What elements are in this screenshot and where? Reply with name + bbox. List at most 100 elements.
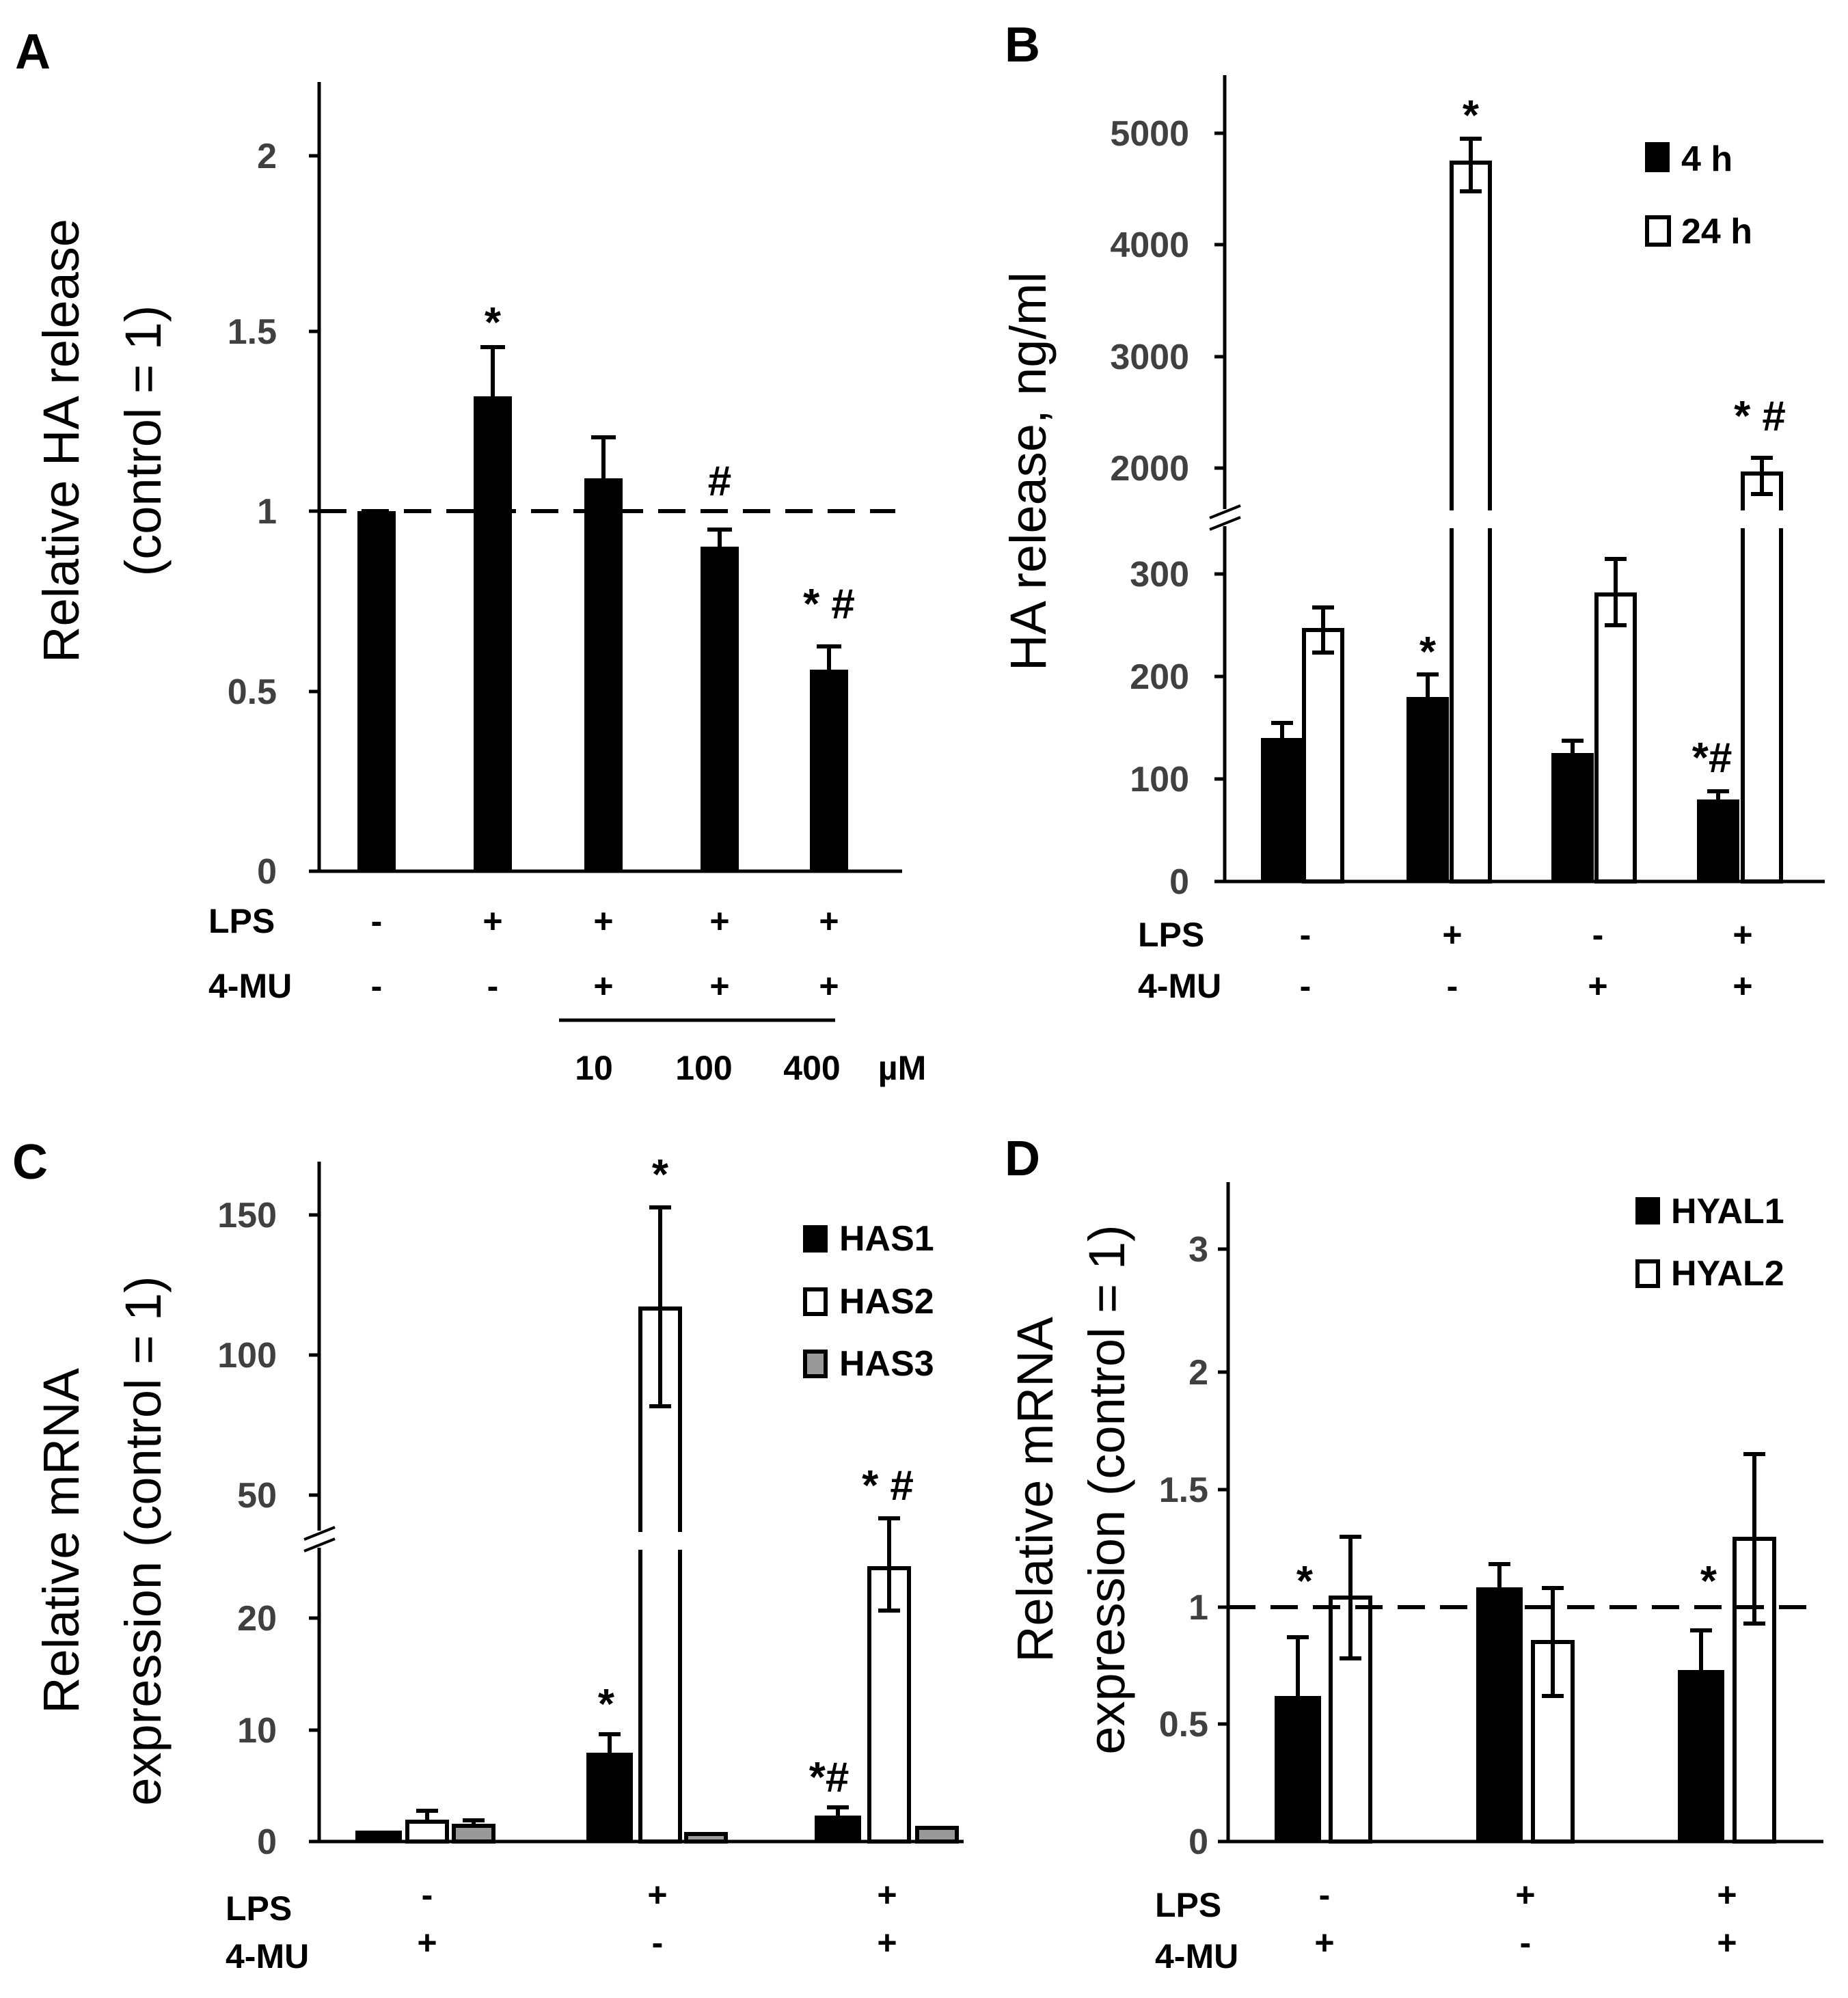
panel-c-row-label-lps: LPS	[226, 1889, 292, 1928]
panel-b-ytick-label: 0	[1169, 862, 1189, 902]
panel-a-ytick-label: 2	[257, 137, 277, 176]
panel-d-sig-hyal1-3: *	[1700, 1558, 1717, 1605]
panel-c-sig-has1-2: *	[598, 1681, 615, 1728]
panel-c-ytick-0: 0	[257, 1822, 319, 1862]
panel-a-ytick-label: 1.5	[228, 312, 277, 352]
panel-c-errorbar-has1-3	[827, 1805, 849, 1816]
panel-b-sig-24h-2: *	[1463, 92, 1480, 139]
panel-d-row-label-lps: LPS	[1155, 1886, 1221, 1924]
panel-c-legend-label-has3: HAS3	[839, 1344, 934, 1384]
panel-d-ytick-4: 2	[1188, 1353, 1228, 1393]
panel-b-ytick-label: 100	[1130, 760, 1189, 799]
panel-d-lps-2: +	[1515, 1876, 1535, 1914]
panel-b-bar-break-2	[1448, 510, 1494, 528]
panel-c-bar-has3-1	[452, 1824, 495, 1844]
panel-a-4mu-4: +	[709, 967, 729, 1005]
panel-c-lps-1: -	[422, 1876, 433, 1914]
panel-a-dose-1: 10	[575, 1049, 613, 1087]
panel-a-ytick-1: 0.5	[228, 672, 319, 712]
panel-b-row-label-lps: LPS	[1138, 916, 1204, 954]
panel-c-errorbar-has1-2	[599, 1732, 621, 1753]
panel-d-ytick-label: 1	[1188, 1588, 1208, 1628]
panel-a-sig-5: * #	[803, 581, 855, 628]
panel-b-lps-3: -	[1592, 916, 1604, 954]
panel-b-legend-swatch-24h	[1645, 215, 1671, 247]
panel-d-ylabel-line1: Relative mRNA	[1007, 1316, 1063, 1662]
panel-a-bar-5	[810, 670, 848, 871]
panel-b-errorbar-24h-2	[1460, 137, 1482, 193]
panel-a-row-label-4mu: 4-MU	[208, 967, 292, 1005]
panel-d-ylabel-line2: expression (control = 1)	[1078, 1224, 1135, 1754]
panel-b-bar-24h-3	[1594, 592, 1637, 884]
panel-b-4mu-1: -	[1300, 967, 1312, 1005]
panel-d: D Relative mRNA expression (control = 1)…	[1005, 1132, 1823, 1975]
panel-a-ytick-label: 1	[257, 492, 277, 532]
panel-b: B HA release, ng/ml 0 100 200 300 2000 3…	[1000, 18, 1825, 1005]
panel-b-errorbar-4h-1	[1271, 721, 1293, 738]
panel-d-bar-hyal1-2	[1476, 1587, 1523, 1842]
panel-b-lps-2: +	[1442, 916, 1462, 954]
panel-a: A Relative HA release (control = 1) 0 0.…	[15, 25, 926, 1087]
panel-b-bar-4h-1	[1261, 738, 1303, 881]
panel-b-letter: B	[1005, 18, 1040, 72]
panel-b-bar-24h-4	[1741, 471, 1783, 884]
panel-c-ytick-1: 10	[237, 1711, 319, 1751]
panel-a-row-label-lps: LPS	[208, 902, 275, 940]
panel-b-ytick-1: 100	[1130, 760, 1225, 799]
panel-a-bar-1	[357, 511, 396, 871]
panel-d-4mu-3: +	[1717, 1924, 1737, 1962]
panel-c-bar-has2-1	[405, 1820, 449, 1844]
panel-c-ytick-2: 20	[237, 1599, 319, 1639]
panel-b-ytick-label: 4000	[1110, 225, 1189, 265]
panel-d-legend-label-hyal2: HYAL2	[1671, 1254, 1784, 1294]
panel-b-4mu-3: +	[1588, 967, 1607, 1005]
panel-a-letter: A	[15, 25, 51, 79]
panel-b-ytick-3: 300	[1130, 555, 1225, 594]
panel-c-errorbar-has2-2	[649, 1205, 671, 1408]
panel-a-lps-2: +	[483, 902, 502, 940]
panel-a-4mu-1: -	[371, 967, 383, 1005]
panel-a-errorbar-4	[707, 528, 732, 547]
panel-a-errorbar-5	[817, 644, 841, 670]
panel-b-ytick-6: 4000	[1110, 225, 1225, 265]
panel-d-ytick-1: 0.5	[1159, 1705, 1228, 1744]
panel-b-legend-swatch-4h	[1645, 142, 1670, 172]
panel-b-errorbar-24h-1	[1312, 605, 1334, 655]
panel-c-bar-has3-3	[915, 1826, 959, 1844]
panel-d-errorbar-hyal2-1	[1340, 1535, 1361, 1660]
panel-b-ylabel: HA release, ng/ml	[1000, 272, 1057, 671]
panel-b-4mu-4: +	[1733, 967, 1752, 1005]
panel-c-bar-has1-2	[586, 1753, 633, 1842]
panel-c-sig-has2-3: * #	[862, 1462, 914, 1509]
panel-c-ytick-4: 100	[217, 1336, 319, 1376]
panel-c-ylabel-line2: expression (control = 1)	[115, 1276, 172, 1805]
panel-b-bar-4h-3	[1551, 753, 1594, 881]
panel-d-errorbar-hyal1-1	[1287, 1635, 1309, 1696]
panel-c-ytick-label: 50	[237, 1476, 277, 1516]
panel-a-lps-3: +	[593, 902, 613, 940]
panel-c-ylabel-line1: Relative mRNA	[33, 1367, 90, 1713]
panel-c-ytick-label: 10	[237, 1711, 277, 1751]
panel-a-ytick-4: 2	[257, 137, 319, 176]
panel-c-ytick-5: 150	[217, 1196, 319, 1235]
panel-c-sig-has2-2: *	[652, 1151, 669, 1199]
panel-a-ylabel-line2: (control = 1)	[115, 305, 172, 577]
panel-c-bar-has1-3	[815, 1816, 861, 1842]
panel-c-letter: C	[12, 1135, 48, 1190]
panel-d-errorbar-hyal1-3	[1690, 1628, 1712, 1670]
panel-d-row-label-4mu: 4-MU	[1155, 1937, 1238, 1975]
panel-d-4mu-2: -	[1520, 1924, 1532, 1962]
panel-b-ytick-label: 3000	[1110, 338, 1189, 377]
panel-a-dose-unit: µM	[878, 1049, 926, 1087]
panel-a-4mu-3: +	[593, 967, 613, 1005]
panel-d-ytick-label: 0	[1188, 1822, 1208, 1862]
panel-c-4mu-2: -	[652, 1924, 664, 1962]
panel-c-legend-swatch-has3	[803, 1350, 828, 1378]
panel-c-errorbar-has3-1	[463, 1818, 485, 1826]
panel-c-axis-break	[303, 1526, 336, 1552]
panel-b-lps-1: -	[1300, 916, 1312, 954]
panel-c-legend-swatch-has2	[803, 1287, 828, 1316]
panel-a-bar-3	[584, 478, 623, 871]
panel-b-errorbar-4h-3	[1562, 739, 1584, 753]
